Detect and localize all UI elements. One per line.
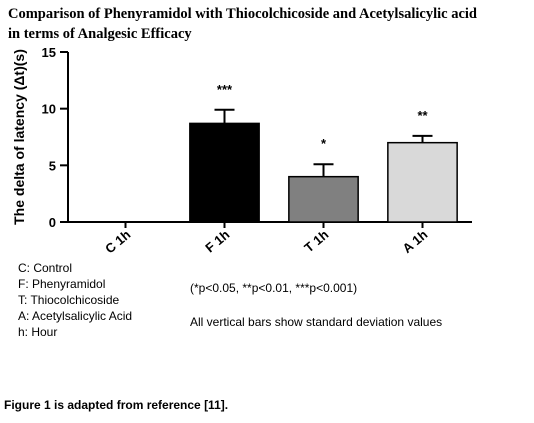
bar (189, 122, 260, 223)
p-note: (*p<0.05, **p<0.01, ***p<0.001) (190, 281, 357, 295)
x-tick-label: F 1h (202, 227, 232, 256)
significance-label: ** (417, 108, 428, 123)
error-bar (412, 134, 433, 143)
error-bar (214, 108, 235, 124)
y-tick-label: 0 (49, 215, 56, 230)
y-axis-label: The delta of latency (Δt)(s) (11, 49, 27, 225)
bar (288, 175, 359, 223)
significance-label: * (321, 136, 327, 151)
bar (387, 141, 458, 223)
legend-note: C: Control (18, 261, 72, 275)
error-bar (313, 163, 334, 177)
error-note: All vertical bars show standard deviatio… (190, 315, 442, 329)
caption: Figure 1 is adapted from reference [11]. (4, 398, 228, 412)
x-tick-label: A 1h (400, 227, 431, 256)
legend-note: T: Thiocolchicoside (18, 293, 119, 307)
y-tick-label: 10 (42, 102, 56, 117)
legend-note: A: Acetylsalicylic Acid (18, 309, 132, 323)
legend-note: h: Hour (18, 325, 57, 339)
y-tick-label: 5 (49, 158, 56, 173)
y-tick-label: 15 (42, 45, 56, 60)
x-tick-label: C 1h (102, 227, 133, 257)
chart-title: Comparison of Phenyramidol with Thiocolc… (8, 6, 477, 22)
legend-note: F: Phenyramidol (18, 277, 105, 291)
significance-label: *** (217, 82, 233, 97)
chart-title: in terms of Analgesic Efficacy (8, 26, 192, 42)
x-tick-label: T 1h (301, 227, 331, 256)
